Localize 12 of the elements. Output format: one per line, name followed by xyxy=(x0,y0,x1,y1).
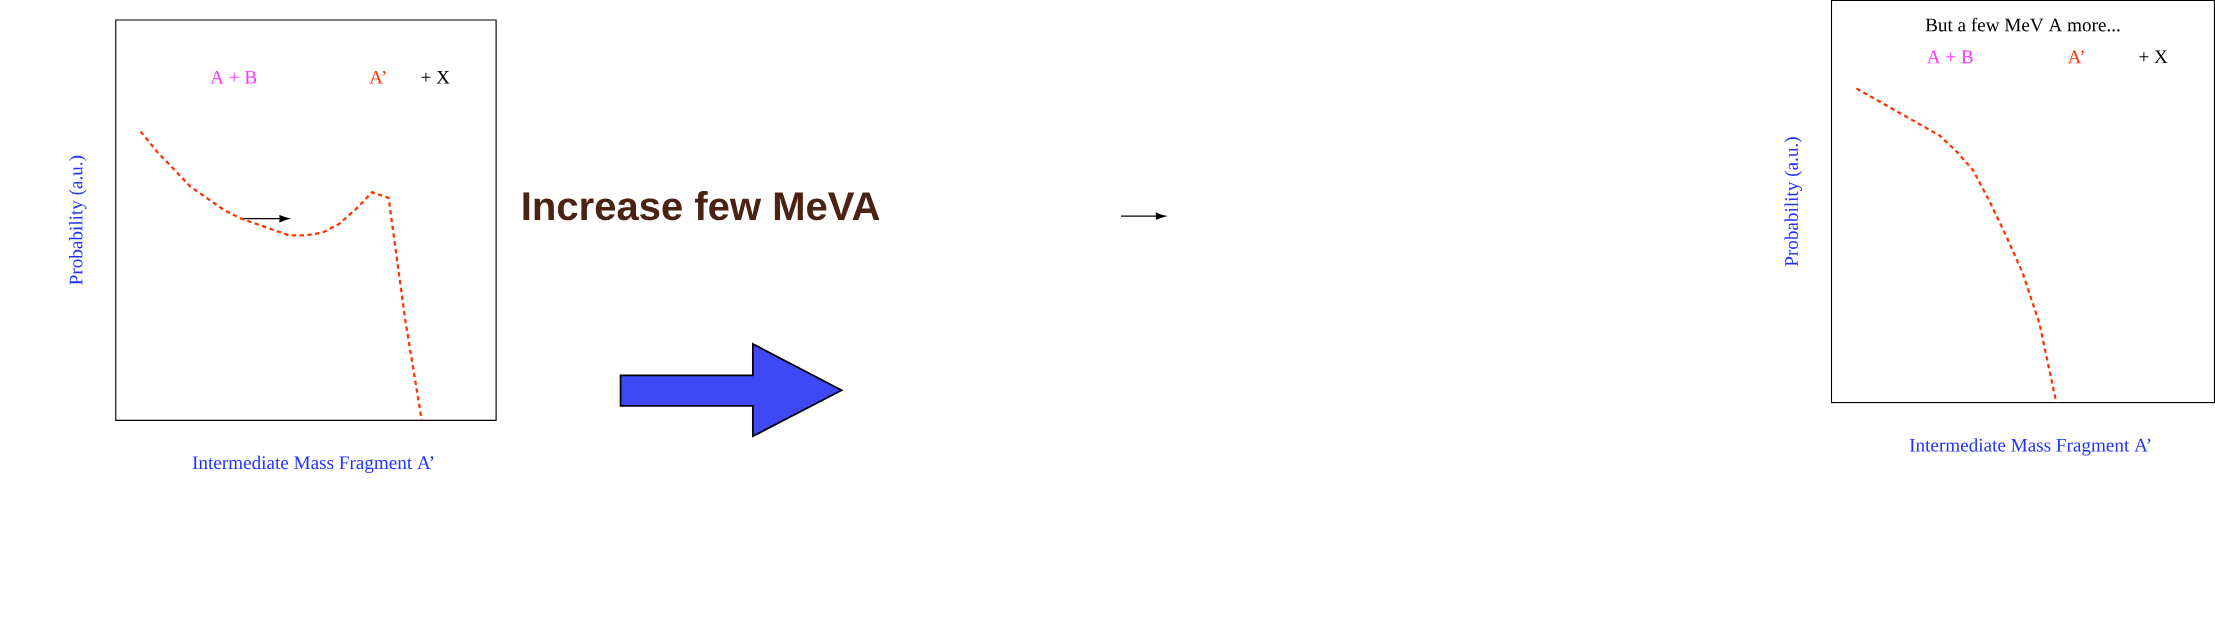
y-axis-title: Probability (a.u.) xyxy=(69,156,87,285)
y-axis-title: Probability (a.u.) xyxy=(1784,137,1802,267)
text: A’ xyxy=(369,71,386,84)
text: A + B xyxy=(1926,50,1973,64)
text: + X xyxy=(421,71,450,84)
x-axis-title: Intermediate Mass Fragment A’ xyxy=(1909,438,2151,456)
text: Increase few MeVA xyxy=(523,191,880,221)
x-axis-title: Intermediate Mass Fragment A’ xyxy=(192,455,434,474)
text: A + B xyxy=(210,71,257,84)
text: But a few MeV A more... xyxy=(1925,18,2120,32)
text: A’ xyxy=(2067,50,2084,64)
text: + X xyxy=(2139,50,2168,64)
